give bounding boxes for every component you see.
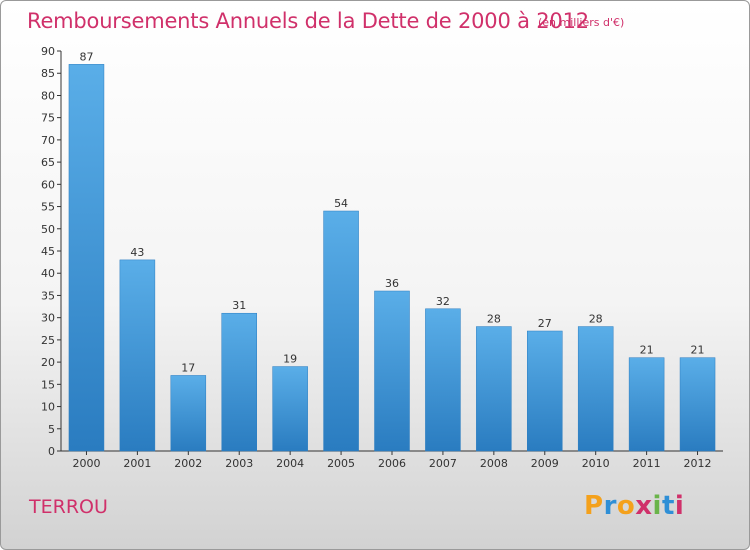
data-label: 32 [436,295,450,308]
y-tick-label: 25 [41,334,55,347]
bar [68,64,105,452]
x-tick-label: 2004 [276,457,304,470]
y-tick-label: 80 [41,89,55,102]
y-tick-label: 20 [41,356,55,369]
x-tick-label: 2012 [684,457,712,470]
y-tick-label: 55 [41,201,55,214]
x-tick-label: 2007 [429,457,457,470]
bar [119,259,156,452]
y-tick-label: 5 [48,423,55,436]
x-tick-label: 2001 [123,457,151,470]
y-tick-label: 60 [41,178,55,191]
logo-letter: t [661,491,675,521]
bar [170,375,207,452]
bar [679,357,716,452]
x-tick-label: 2003 [225,457,253,470]
y-tick-label: 35 [41,289,55,302]
data-label: 87 [79,50,93,63]
logo-letter: x [635,491,653,521]
bar [527,330,563,452]
bar [374,290,410,452]
y-tick-label: 70 [41,134,55,147]
data-label: 54 [334,197,348,210]
logo-letter: i [674,491,685,521]
x-tick-label: 2010 [582,457,610,470]
data-label: 36 [385,277,399,290]
data-label: 31 [232,299,246,312]
y-tick-label: 50 [41,223,55,236]
y-tick-label: 65 [41,156,55,169]
place-name: TERROU [29,496,108,518]
bar [476,326,512,452]
x-tick-label: 2006 [378,457,406,470]
y-tick-label: 85 [41,67,55,80]
data-label: 21 [691,344,705,357]
x-tick-label: 2005 [327,457,355,470]
data-label: 17 [181,361,195,374]
y-tick-label: 15 [41,378,55,391]
logo-letter: P [584,491,604,521]
x-tick-label: 2009 [531,457,559,470]
bar [577,326,614,452]
bar [221,312,257,452]
chart-unit: (en milliers d'€) [538,16,625,29]
y-tick-label: 45 [41,245,55,258]
bar [628,357,665,452]
data-label: 21 [640,344,654,357]
data-label: 28 [487,313,501,326]
y-tick-label: 75 [41,112,55,125]
data-label: 19 [283,353,297,366]
y-tick-label: 30 [41,312,55,325]
data-label: 27 [538,317,552,330]
bar [323,210,359,452]
x-tick-label: 2008 [480,457,508,470]
y-tick-label: 40 [41,267,55,280]
data-label: 28 [589,313,603,326]
logo-letter: r [603,491,617,521]
logo-letter: o [616,491,636,521]
x-tick-label: 2000 [72,457,100,470]
x-tick-label: 2002 [174,457,202,470]
y-tick-label: 90 [41,45,55,58]
x-tick-label: 2011 [633,457,661,470]
bar [272,366,308,452]
data-label: 43 [130,246,144,259]
logo-letter: i [652,491,662,521]
chart-title: Remboursements Annuels de la Dette de 20… [27,9,589,33]
bar [425,308,461,452]
proxiti-logo: Proxiti [584,491,684,521]
y-tick-label: 10 [41,401,55,414]
y-tick-label: 0 [48,445,55,458]
